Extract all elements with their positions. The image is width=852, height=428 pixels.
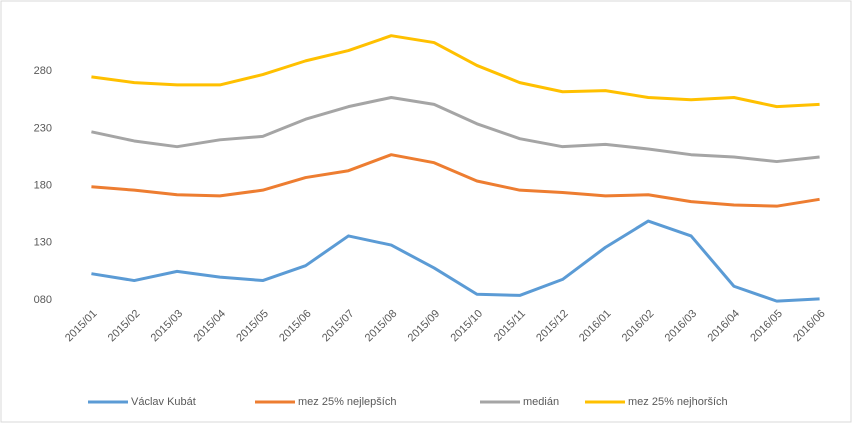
legend-label: medián <box>523 396 559 408</box>
legend-label: mez 25% nejhorších <box>628 396 728 408</box>
y-tick-label: 180 <box>34 179 52 191</box>
y-tick-label: 230 <box>34 122 52 134</box>
y-tick-label: 280 <box>34 65 52 77</box>
series-line <box>91 153 820 208</box>
legend-label: Václav Kubát <box>131 396 196 408</box>
y-tick-label: 080 <box>34 294 52 306</box>
series-line <box>91 219 820 303</box>
legend-label: mez 25% nejlepších <box>298 396 396 408</box>
series-line <box>91 34 820 109</box>
series-line <box>91 95 820 164</box>
y-tick-label: 130 <box>34 237 52 249</box>
